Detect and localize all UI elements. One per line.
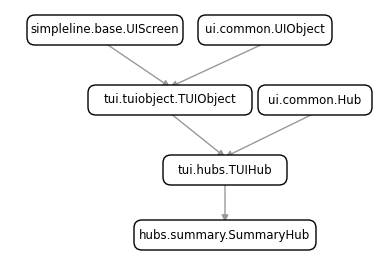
- Text: hubs.summary.SummaryHub: hubs.summary.SummaryHub: [139, 229, 311, 241]
- Text: simpleline.base.UIScreen: simpleline.base.UIScreen: [31, 23, 179, 37]
- FancyBboxPatch shape: [88, 85, 252, 115]
- FancyBboxPatch shape: [258, 85, 372, 115]
- FancyBboxPatch shape: [163, 155, 287, 185]
- FancyBboxPatch shape: [134, 220, 316, 250]
- FancyBboxPatch shape: [27, 15, 183, 45]
- FancyBboxPatch shape: [198, 15, 332, 45]
- Text: ui.common.Hub: ui.common.Hub: [268, 93, 362, 107]
- Text: tui.hubs.TUIHub: tui.hubs.TUIHub: [178, 163, 272, 176]
- Text: tui.tuiobject.TUIObject: tui.tuiobject.TUIObject: [104, 93, 236, 107]
- Text: ui.common.UIObject: ui.common.UIObject: [205, 23, 325, 37]
